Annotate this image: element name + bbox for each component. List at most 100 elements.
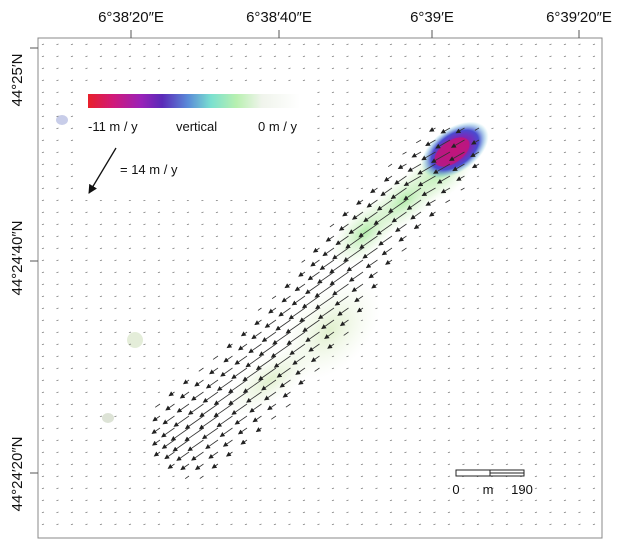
- velocity-vector: [172, 295, 175, 298]
- velocity-vector: [433, 343, 436, 346]
- velocity-vector: [244, 271, 248, 274]
- velocity-vector: [447, 319, 451, 322]
- velocity-vector: [534, 115, 538, 118]
- velocity-vector: [201, 523, 204, 526]
- velocity-vector: [592, 211, 596, 214]
- velocity-vector: [505, 199, 509, 202]
- velocity-vector: [462, 343, 465, 346]
- velocity-vector: [70, 235, 74, 238]
- velocity-vector: [418, 487, 422, 490]
- velocity-vector: [157, 43, 161, 46]
- velocity-vector: [215, 319, 219, 322]
- velocity-vector: [273, 247, 277, 250]
- velocity-vector: [476, 79, 480, 82]
- velocity-vector: [114, 415, 117, 418]
- velocity-vector: [186, 55, 190, 58]
- velocity-vector: [199, 403, 219, 418]
- velocity-vector: [143, 43, 146, 46]
- velocity-vector: [41, 247, 45, 250]
- velocity-vector: [302, 211, 306, 214]
- velocity-vector: [172, 475, 175, 478]
- velocity-vector: [534, 415, 538, 418]
- velocity-vector: [371, 283, 378, 289]
- velocity-vector: [85, 355, 88, 358]
- velocity-vector: [41, 283, 45, 286]
- velocity-vector: [360, 415, 364, 418]
- velocity-vector: [418, 511, 422, 514]
- velocity-vector: [375, 307, 378, 310]
- velocity-vector: [360, 391, 364, 394]
- velocity-vector: [563, 43, 567, 46]
- velocity-vector: [329, 259, 349, 274]
- velocity-vector: [56, 91, 59, 94]
- velocity-vector: [433, 259, 436, 262]
- velocity-vector: [433, 319, 436, 322]
- velocity-vector: [346, 67, 349, 70]
- velocity-vector: [331, 79, 335, 82]
- velocity-vector: [563, 199, 567, 202]
- velocity-vector: [215, 223, 219, 226]
- velocity-vector: [342, 211, 349, 217]
- velocity-vector: [99, 223, 103, 226]
- velocity-vector: [592, 223, 596, 226]
- velocity-vector: [491, 499, 494, 502]
- velocity-vector: [360, 187, 364, 190]
- velocity-vector: [288, 235, 291, 238]
- velocity-vector: [476, 115, 480, 118]
- velocity-vector: [275, 319, 291, 331]
- velocity-vector: [578, 163, 581, 166]
- velocity-vector: [281, 295, 291, 303]
- velocity-vector: [375, 91, 378, 94]
- velocity-vector: [164, 451, 175, 460]
- velocity-vector: [114, 67, 117, 70]
- velocity-vector: [476, 271, 480, 274]
- velocity-vector: [505, 391, 509, 394]
- velocity-vector: [447, 295, 451, 298]
- velocity-vector: [261, 379, 277, 391]
- velocity-vector: [418, 259, 422, 262]
- velocity-vector: [331, 43, 335, 46]
- velocity-vector: [346, 403, 349, 406]
- velocity-vector: [289, 343, 306, 355]
- velocity-vector: [143, 391, 146, 394]
- velocity-vector: [534, 223, 538, 226]
- velocity-vector: [70, 79, 74, 82]
- velocity-vector: [259, 511, 262, 514]
- velocity-vector: [157, 523, 161, 526]
- velocity-vector: [299, 307, 320, 323]
- velocity-vector: [476, 307, 480, 310]
- velocity-vector: [143, 235, 146, 238]
- velocity-vector: [187, 439, 204, 452]
- velocity-vector: [186, 271, 190, 274]
- velocity-vector: [143, 307, 146, 310]
- velocity-vector: [375, 43, 378, 46]
- velocity-vector: [56, 475, 59, 478]
- velocity-vector: [128, 199, 132, 202]
- velocity-vector: [368, 271, 378, 279]
- velocity-vector: [180, 463, 190, 471]
- velocity-vector: [254, 319, 262, 326]
- velocity-vector: [411, 151, 422, 158]
- velocity-vector: [505, 115, 509, 118]
- velocity-vector: [278, 307, 291, 317]
- velocity-vector: [346, 391, 349, 394]
- velocity-vector: [476, 427, 480, 430]
- velocity-vector: [578, 343, 581, 346]
- velocity-vector: [85, 343, 88, 346]
- velocity-vector: [592, 187, 596, 190]
- velocity-vector: [418, 43, 422, 46]
- velocity-vector: [70, 523, 74, 526]
- velocity-vector: [215, 235, 219, 238]
- velocity-vector: [360, 439, 364, 442]
- velocity-vector: [433, 235, 436, 238]
- velocity-vector: [157, 463, 161, 466]
- velocity-vector: [346, 499, 349, 502]
- velocity-vector: [505, 511, 509, 514]
- velocity-vector: [549, 235, 552, 238]
- velocity-vector: [359, 235, 378, 249]
- lat-tick-label: 44°24′20″N: [9, 436, 26, 511]
- velocity-vector: [41, 199, 45, 202]
- velocity-vector: [433, 283, 436, 286]
- velocity-vector: [505, 307, 509, 310]
- velocity-vector: [259, 79, 262, 82]
